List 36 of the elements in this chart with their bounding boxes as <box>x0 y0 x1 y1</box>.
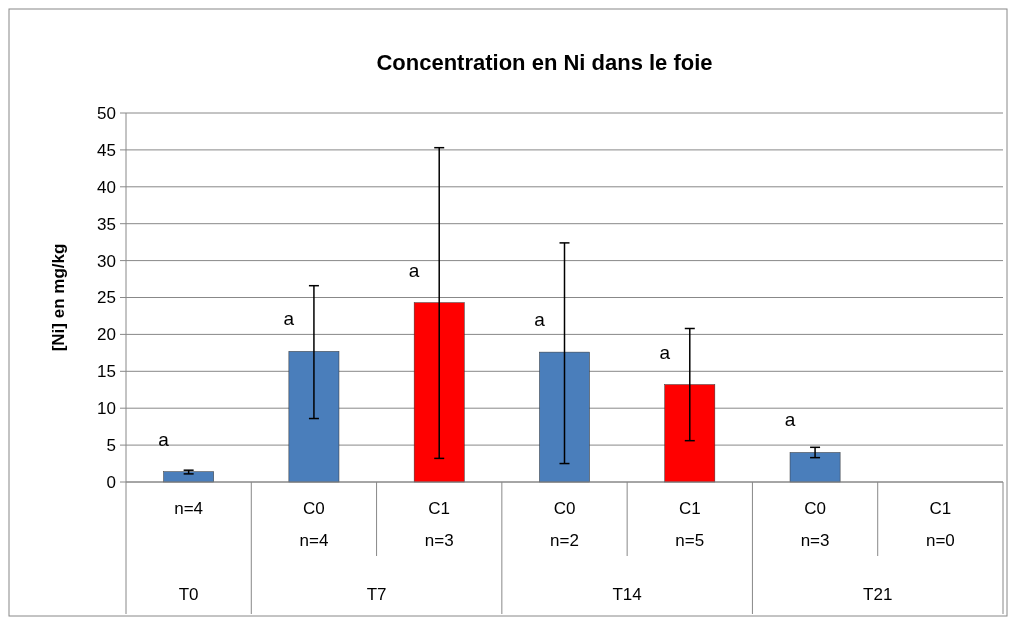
y-tick-label: 10 <box>97 399 116 419</box>
y-tick-label: 40 <box>97 177 116 197</box>
bar <box>664 384 716 483</box>
y-tick-label: 15 <box>97 362 116 382</box>
bar <box>413 302 465 483</box>
y-tick-label: 0 <box>106 472 116 492</box>
chart-title: Concentration en Ni dans le foie <box>376 50 713 75</box>
text: T7 <box>366 585 387 604</box>
y-tick-label: 30 <box>97 251 116 271</box>
text: T0 <box>178 585 199 604</box>
annotation: a <box>158 428 170 450</box>
annotation: a <box>784 409 796 431</box>
annotation: a <box>534 309 546 331</box>
bar <box>789 452 841 483</box>
annotation: a <box>283 308 295 330</box>
annotation: a <box>659 341 671 363</box>
y-tick-label: 25 <box>97 288 116 308</box>
y-tick-label: 50 <box>97 103 116 123</box>
x-tick-label: C1 n=5 <box>675 499 705 550</box>
text: T21 <box>863 585 893 604</box>
y-tick-label: 45 <box>97 140 116 160</box>
x-tick-label: C1 n=0 <box>925 499 955 550</box>
y-tick-label: 5 <box>106 436 116 456</box>
bar <box>163 471 214 483</box>
x-tick-label: C0 n=2 <box>550 499 579 550</box>
text: T14 <box>612 585 642 604</box>
y-axis-title: [Ni] en mg/kg <box>49 243 68 352</box>
x-tick-label: C1 n=3 <box>424 499 454 550</box>
x-tick-label: n=4 <box>174 499 204 518</box>
bar <box>539 351 590 483</box>
y-tick-label: 35 <box>97 214 116 234</box>
annotation: a <box>408 259 420 281</box>
x-tick-label: C0 n=3 <box>800 499 830 550</box>
bar <box>288 351 340 483</box>
y-tick-label: 20 <box>97 325 116 345</box>
x-tick-label: C0 n=4 <box>299 499 329 550</box>
